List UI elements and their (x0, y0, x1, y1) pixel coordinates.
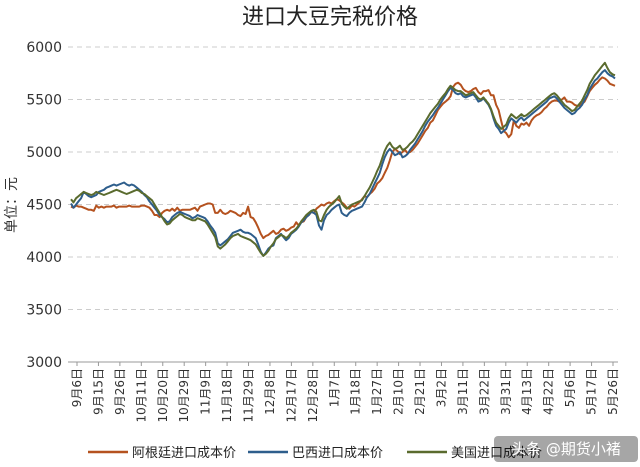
x-tick-label: 10月20日 (156, 368, 170, 423)
y-tick-label: 5500 (26, 93, 62, 109)
x-tick-label: 9月15日 (91, 368, 105, 415)
x-tick-label: 3月22日 (477, 368, 491, 415)
series-line-1 (70, 76, 616, 240)
x-tick-label: 5月6日 (563, 368, 577, 407)
x-tick-label: 5月17日 (585, 368, 599, 415)
x-tick-label: 12月17日 (284, 368, 298, 423)
grid (68, 46, 618, 310)
x-axis-ticks: 9月6日 9月15日 9月26日 10月11日 10月20日 10月29日 11月9日 11月… (70, 362, 620, 423)
watermark: 头条 @期货小褚 (494, 436, 638, 462)
legend-label-1: 阿根廷进口成本价 (132, 446, 236, 461)
y-tick-label: 3500 (26, 303, 62, 319)
series-line-2 (70, 69, 616, 257)
x-tick-label: 2月10日 (392, 368, 406, 415)
x-tick-label: 12月28日 (306, 368, 320, 423)
x-tick-label: 9月26日 (113, 368, 127, 415)
legend: 阿根廷进口成本价 巴西进口成本价 美国进口成本价 (88, 446, 542, 461)
x-tick-label: 4月22日 (542, 368, 556, 415)
watermark-background (494, 436, 638, 462)
series-lines (70, 61, 616, 257)
series-line-3 (70, 61, 616, 257)
x-tick-label: 5月26日 (606, 368, 620, 415)
y-tick-label: 4000 (26, 250, 62, 266)
x-tick-label: 11月9日 (199, 368, 213, 415)
x-tick-label: 11月18日 (220, 368, 234, 423)
x-tick-label: 9月6日 (70, 368, 84, 407)
y-axis-label: 单位：元 (4, 177, 20, 233)
x-tick-label: 3月31日 (499, 368, 513, 415)
chart-title: 进口大豆完税价格 (242, 5, 418, 30)
legend-label-2: 巴西进口成本价 (292, 446, 383, 461)
x-tick-label: 11月29日 (242, 368, 256, 423)
x-tick-label: 2月21日 (413, 368, 427, 415)
y-tick-label: 4500 (26, 198, 62, 214)
legend-label-3: 美国进口成本价 (451, 446, 542, 461)
x-tick-label: 3月2日 (435, 368, 449, 407)
y-tick-label: 3000 (26, 355, 62, 371)
x-tick-label: 12月8日 (263, 368, 277, 415)
watermark-text: 头条 @期货小褚 (511, 440, 621, 458)
y-tick-label: 5000 (26, 145, 62, 161)
x-tick-label: 1月7日 (327, 368, 341, 407)
x-tick-label: 10月29日 (177, 368, 191, 423)
x-tick-label: 10月11日 (134, 368, 148, 423)
y-axis-ticks: 3000 3500 4000 4500 5000 5500 6000 (26, 40, 62, 371)
y-tick-label: 6000 (26, 40, 62, 56)
x-tick-label: 4月13日 (520, 368, 534, 415)
x-tick-label: 1月27日 (370, 368, 384, 415)
x-tick-label: 1月18日 (349, 368, 363, 415)
x-tick-label: 3月11日 (456, 368, 470, 415)
